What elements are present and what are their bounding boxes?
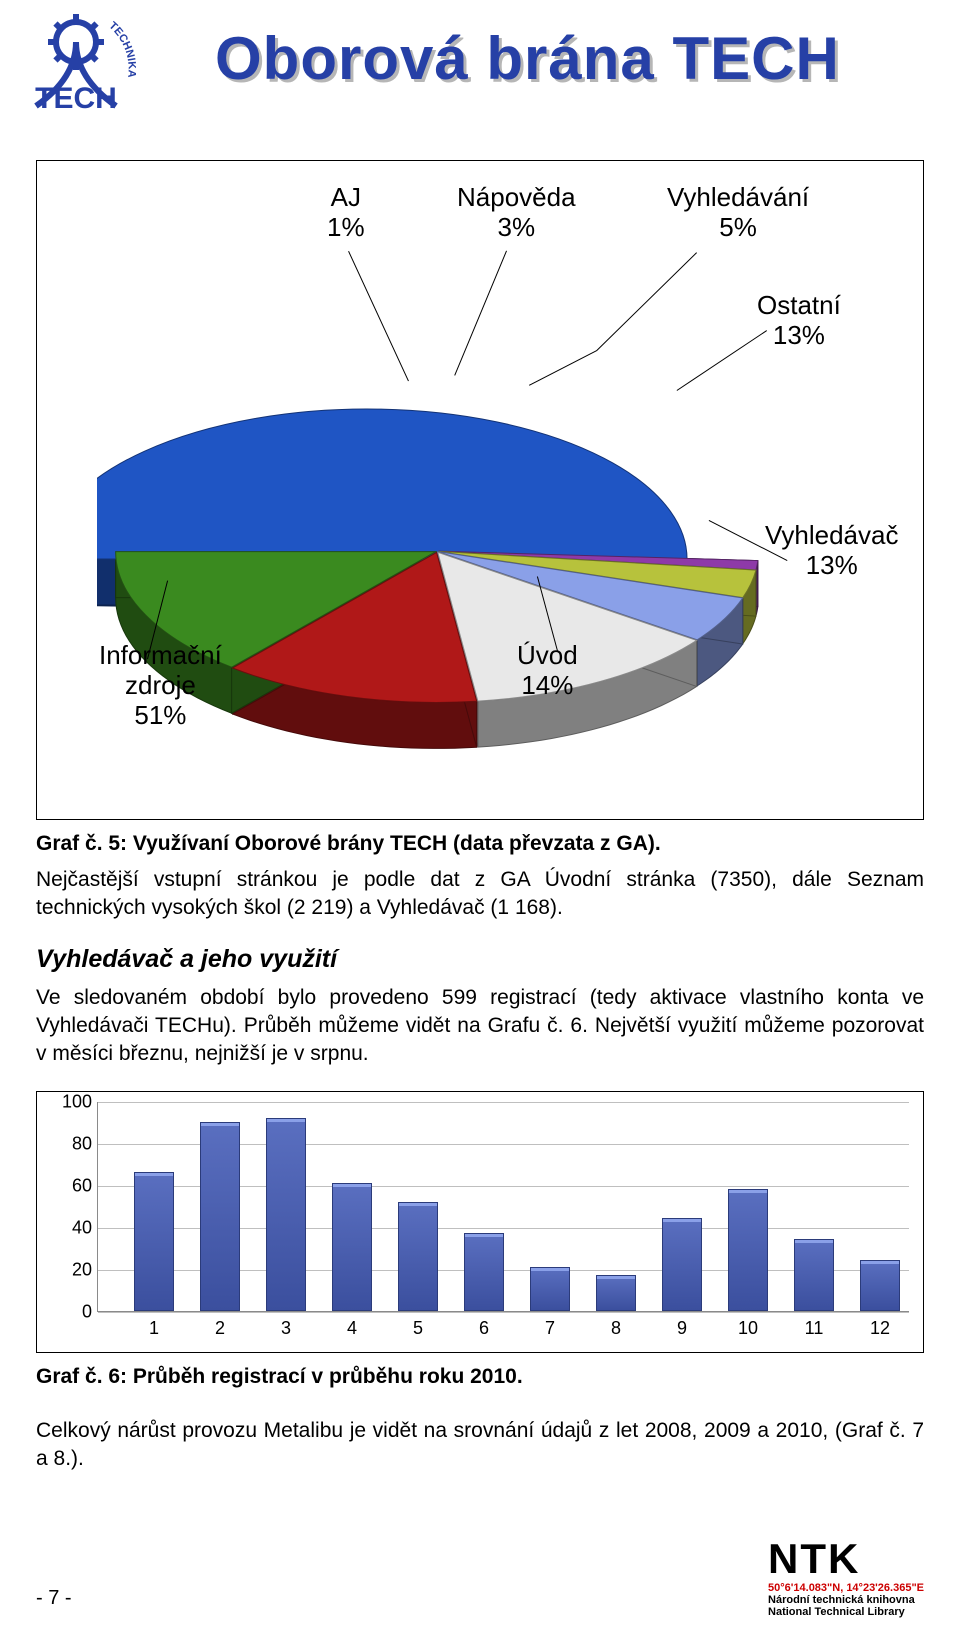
- paragraph-2: Ve sledovaném období bylo provedeno 599 …: [36, 984, 924, 1069]
- x-tick: 6: [464, 1318, 504, 1339]
- x-tick: 4: [332, 1318, 372, 1339]
- bar-caption: Graf č. 6: Průběh registrací v průběhu r…: [36, 1365, 924, 1389]
- pie-label-aj: AJ1%: [327, 183, 365, 243]
- pie-label-uvod: Úvod14%: [517, 641, 578, 701]
- x-tick: 8: [596, 1318, 636, 1339]
- pie-chart-frame: AJ1% Nápověda3% Vyhledávání5% Ostatní13% Vyh…: [36, 160, 924, 820]
- paragraph-3: Celkový nárůst provozu Metalibu je vidět…: [36, 1417, 924, 1474]
- bar-4: [332, 1183, 372, 1311]
- x-tick: 1: [134, 1318, 174, 1339]
- bar-5: [398, 1202, 438, 1311]
- x-tick: 11: [794, 1318, 834, 1339]
- page-number: - 7 -: [36, 1587, 72, 1610]
- bar-9: [662, 1218, 702, 1310]
- bar-7: [530, 1267, 570, 1311]
- svg-text:TECH: TECH: [35, 82, 117, 115]
- y-tick: 60: [56, 1175, 92, 1196]
- bar-11: [794, 1239, 834, 1310]
- pie-label-ostatni: Ostatní13%: [757, 291, 841, 351]
- tech-logo: TECH TECHNIKA: [16, 8, 136, 118]
- bar-1: [134, 1172, 174, 1311]
- pie-label-infzdroje: Informačnízdroje51%: [99, 641, 222, 731]
- pie-label-napoveda: Nápověda3%: [457, 183, 576, 243]
- bar-8: [596, 1275, 636, 1311]
- x-tick: 10: [728, 1318, 768, 1339]
- bar-chart: 020406080100123456789101112: [97, 1102, 909, 1312]
- x-tick: 12: [860, 1318, 900, 1339]
- y-tick: 100: [56, 1091, 92, 1112]
- x-tick: 2: [200, 1318, 240, 1339]
- x-tick: 9: [662, 1318, 702, 1339]
- page-header: TECH TECHNIKA Oborová brána TECH Oborová…: [0, 0, 960, 130]
- x-tick: 7: [530, 1318, 570, 1339]
- bar-10: [728, 1189, 768, 1311]
- pie-caption: Graf č. 5: Využívaní Oborové brány TECH …: [36, 832, 924, 856]
- bar-12: [860, 1260, 900, 1310]
- y-tick: 0: [56, 1301, 92, 1322]
- bar-3: [266, 1118, 306, 1311]
- paragraph-1: Nejčastější vstupní stránkou je podle da…: [36, 866, 924, 923]
- ntk-footer-logo: NTK 50°6'14.083"N, 14°23'26.365"E Národn…: [768, 1536, 924, 1618]
- x-tick: 5: [398, 1318, 438, 1339]
- pie-label-vyhledavac: Vyhledávač13%: [765, 521, 898, 581]
- page-title: Oborová brána TECH Oborová brána TECH: [215, 24, 840, 93]
- y-tick: 20: [56, 1259, 92, 1280]
- y-tick: 40: [56, 1217, 92, 1238]
- bar-2: [200, 1122, 240, 1311]
- svg-text:TECHNIKA: TECHNIKA: [106, 20, 136, 78]
- y-tick: 80: [56, 1133, 92, 1154]
- x-tick: 3: [266, 1318, 306, 1339]
- section-heading: Vyhledávač a jeho využití: [36, 945, 924, 974]
- bar-6: [464, 1233, 504, 1311]
- pie-label-vyhledavani: Vyhledávání5%: [667, 183, 809, 243]
- bar-chart-frame: 020406080100123456789101112: [36, 1091, 924, 1353]
